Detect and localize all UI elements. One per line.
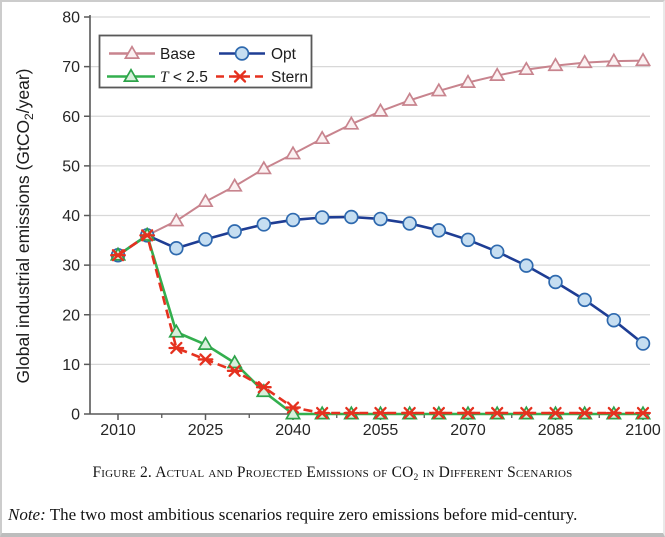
caption-text-tail: in Different Scenarios (418, 464, 573, 481)
y-tick-label: 0 (71, 407, 80, 424)
series-line (117, 234, 643, 415)
data-point-marker (234, 46, 250, 61)
y-axis-title: Global industrial emissions (GtCO2/year) (13, 69, 36, 384)
data-point-marker (168, 212, 185, 227)
data-point-marker (548, 274, 563, 290)
caption-subscript: 2 (413, 471, 419, 483)
data-point-marker (226, 354, 243, 369)
legend-label: Stern (271, 69, 308, 86)
note-label: Note: (8, 505, 46, 524)
data-point-marker (284, 405, 302, 420)
data-point-marker (255, 381, 272, 394)
data-point-marker (402, 216, 417, 231)
data-point-marker (226, 364, 243, 377)
series-line (117, 234, 643, 416)
x-tick-label: 2070 (450, 422, 486, 439)
data-point-marker (226, 177, 243, 192)
data-point-marker (285, 401, 301, 414)
data-point-marker (122, 68, 140, 82)
y-tick-label: 80 (62, 10, 80, 27)
data-point-marker (518, 406, 535, 420)
series-opt (110, 209, 651, 351)
data-point-marker (605, 406, 622, 420)
data-point-marker (606, 312, 622, 328)
data-point-marker (285, 212, 301, 228)
data-point-marker (139, 229, 156, 242)
caption-text: Figure 2. Actual and Projected Emissions… (92, 464, 414, 481)
x-tick-label: 2040 (275, 422, 311, 439)
data-point-marker (634, 52, 652, 67)
data-point-marker (197, 336, 214, 350)
data-point-marker (459, 74, 477, 88)
data-point-marker (401, 406, 418, 420)
y-tick-label: 40 (62, 208, 80, 225)
data-point-marker (576, 406, 593, 420)
data-point-marker (547, 57, 564, 72)
data-point-marker (577, 292, 592, 308)
data-point-marker (576, 54, 593, 69)
data-point-marker (373, 211, 388, 227)
data-point-marker (197, 353, 214, 366)
data-point-marker (123, 45, 141, 59)
y-tick-label: 60 (62, 109, 80, 126)
data-point-marker (314, 130, 331, 145)
data-point-marker (256, 217, 272, 232)
data-point-marker (489, 406, 506, 420)
figure-note: Note: The two most ambitious scenarios r… (8, 505, 658, 525)
data-point-marker (343, 406, 360, 420)
series-t-2-5 (109, 226, 652, 420)
x-tick-label: 2100 (625, 422, 661, 439)
data-point-marker (197, 193, 214, 208)
x-tick-label: 2055 (363, 422, 399, 439)
y-tick-label: 10 (62, 357, 80, 374)
data-point-marker (372, 406, 389, 420)
y-tick-label: 20 (62, 307, 80, 324)
data-point-marker (232, 70, 248, 83)
data-point-marker (547, 406, 564, 420)
data-point-marker (519, 258, 534, 273)
x-tick-label: 2025 (188, 422, 224, 439)
data-point-marker (430, 406, 447, 420)
series-base (109, 52, 652, 261)
data-point-marker (460, 406, 476, 420)
data-point-marker (489, 67, 506, 82)
data-point-marker (635, 406, 651, 420)
x-tick-label: 2010 (100, 422, 136, 439)
data-point-marker (430, 82, 447, 97)
y-tick-label: 70 (62, 59, 80, 76)
data-point-marker (284, 145, 302, 160)
series-line (117, 215, 644, 345)
series-stern (110, 229, 651, 420)
chart-area: 0 10 20 30 40 50 60 70 80 2010 2025 2040 2055 2070 208… (2, 2, 663, 446)
figure-caption: Figure 2. Actual and Projected Emissions… (2, 464, 663, 483)
data-point-marker (372, 102, 389, 117)
data-point-marker (255, 160, 272, 175)
emissions-chart: 0 10 20 30 40 50 60 70 80 2010 2025 2040 2055 2070 208… (13, 10, 661, 440)
data-point-marker (401, 91, 418, 106)
legend-label: T < 2.5 (160, 69, 208, 86)
data-point-marker (431, 223, 447, 238)
legend-label: Base (160, 46, 195, 63)
note-text: The two most ambitious scenarios require… (45, 505, 578, 524)
data-point-marker (460, 232, 476, 248)
y-tick-label: 30 (62, 258, 80, 275)
data-point-marker (343, 115, 360, 130)
data-point-marker (314, 406, 331, 420)
data-point-marker (489, 244, 505, 259)
data-point-marker (635, 336, 651, 351)
legend-label: Opt (271, 46, 297, 63)
data-point-marker (169, 241, 184, 256)
data-point-marker (227, 224, 242, 239)
legend: Base Opt T < 2.5 Stern (98, 34, 313, 89)
data-point-marker (110, 249, 126, 262)
y-tick-label: 50 (62, 158, 80, 175)
data-point-marker (168, 341, 185, 355)
data-point-marker (605, 52, 622, 67)
data-point-marker (518, 61, 535, 76)
x-tick-label: 2085 (538, 422, 574, 439)
data-point-marker (314, 210, 330, 225)
data-point-marker (198, 232, 213, 247)
data-point-marker (344, 209, 359, 225)
